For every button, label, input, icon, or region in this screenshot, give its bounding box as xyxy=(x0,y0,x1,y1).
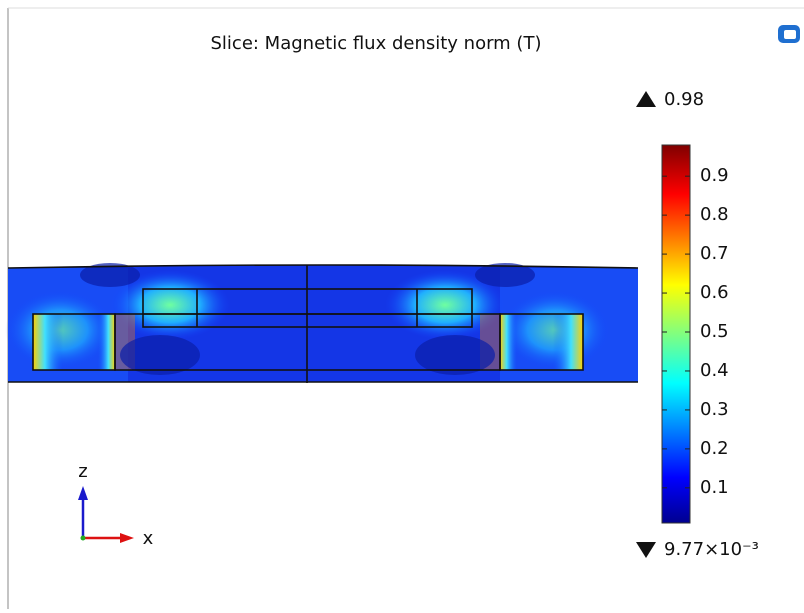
max-marker xyxy=(636,91,656,107)
field-slice xyxy=(5,263,639,383)
colorbar-max: 0.98 xyxy=(664,89,704,110)
title-icon xyxy=(778,25,800,43)
colorbar-tick-label: 0.5 xyxy=(700,321,729,342)
min-marker xyxy=(636,542,656,558)
axis-label-x: x xyxy=(143,528,154,549)
colorbar-tick-label: 0.6 xyxy=(700,282,729,303)
colorbar-tick-label: 0.1 xyxy=(700,477,729,498)
axis-triad xyxy=(78,486,134,543)
plot-title: Slice: Magnetic flux density norm (T) xyxy=(211,33,542,54)
colorbar-tick-label: 0.2 xyxy=(700,438,729,459)
colorbar-tick-label: 0.9 xyxy=(700,165,729,186)
axis-label-z: z xyxy=(78,461,87,482)
colorbar-tick-label: 0.8 xyxy=(700,204,729,225)
colorbar-min: 9.77×10⁻³ xyxy=(664,539,759,560)
colorbar-tick-label: 0.3 xyxy=(700,399,729,420)
colorbar xyxy=(661,144,691,524)
colorbar-tick-label: 0.4 xyxy=(700,360,729,381)
colorbar-tick-label: 0.7 xyxy=(700,243,729,264)
